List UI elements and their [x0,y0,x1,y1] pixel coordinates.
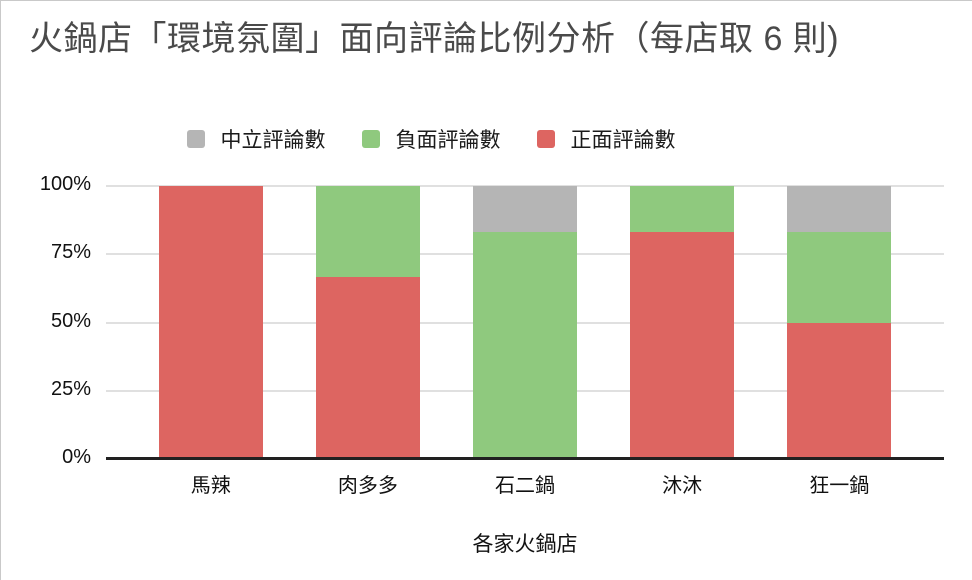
y-axis-tick-label: 75% [50,241,91,263]
bar-segment-positive [315,276,420,459]
chart-title: 火鍋店「環境氛圍」面向評論比例分析（每店取 6 則) [29,20,840,58]
legend-label-neutral: 中立評論數 [220,129,326,152]
legend-item-neutral: 中立評論數 [186,124,326,154]
y-axis-tick-label: 100% [39,173,91,195]
bar-segment-neutral [787,186,892,232]
gridline-100% [106,185,944,187]
bar-column-1 [158,186,263,459]
legend-swatch-positive [536,130,555,148]
bar-segment-positive [630,231,735,459]
x-category-label: 肉多多 [337,475,398,497]
x-category-label: 沐沐 [662,475,703,497]
bar-segment-neutral [473,186,577,232]
plot-area [106,185,944,460]
y-axis-tick-label: 25% [50,378,91,400]
bar-segment-negative [630,186,735,232]
legend-label-positive: 正面評論數 [570,129,676,152]
bar-column-5 [787,186,892,459]
bar-column-2 [315,186,420,459]
bar-segment-negative [473,231,577,459]
x-axis-baseline [106,457,944,460]
legend: 中立評論數 負面評論數 正面評論數 [1,124,861,154]
x-category-label: 石二鍋 [495,475,555,497]
x-axis-title: 各家火鍋店 [472,533,578,556]
y-axis-tick-label: 0% [62,446,91,468]
legend-swatch-neutral [186,130,205,148]
x-category-label: 狂一鍋 [809,475,870,497]
bar-segment-negative [787,231,892,323]
legend-swatch-negative [361,130,380,148]
x-axis-category-labels: 馬辣 肉多多 石二鍋 沐沐 狂一鍋 [106,469,944,497]
bar-column-4 [630,186,735,459]
legend-item-positive: 正面評論數 [536,124,676,154]
legend-label-negative: 負面評論數 [395,129,501,152]
bar-segment-positive [787,322,892,459]
x-category-label: 馬辣 [190,475,231,497]
bar-segment-negative [315,186,420,277]
bar-segment-positive [158,186,263,459]
legend-item-negative: 負面評論數 [361,124,501,154]
y-axis-tick-label: 50% [50,310,91,332]
bar-column-3 [473,186,577,459]
y-axis-labels: 0% 25% 50% 75% 100% [1,1,91,580]
